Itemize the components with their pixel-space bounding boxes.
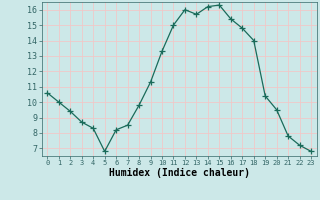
- X-axis label: Humidex (Indice chaleur): Humidex (Indice chaleur): [109, 168, 250, 178]
